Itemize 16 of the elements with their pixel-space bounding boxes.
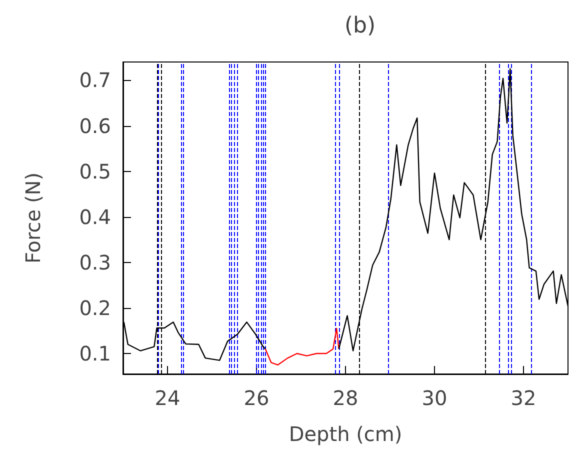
- y-tick-label: 0.3: [79, 250, 111, 274]
- y-tick-label: 0.7: [79, 68, 111, 92]
- y-tick-label: 0.2: [79, 296, 111, 320]
- chart-title: (b): [344, 14, 376, 38]
- y-axis-title: Force (N): [21, 172, 45, 264]
- y-tick-label: 0.4: [79, 204, 111, 229]
- x-tick-label: 32: [510, 386, 536, 410]
- x-tick-label: 28: [332, 386, 358, 410]
- line-series: [264, 328, 340, 366]
- x-tick-label: 26: [244, 386, 270, 410]
- x-axis-title: Depth (cm): [288, 422, 402, 446]
- y-tick-label: 0.6: [79, 114, 111, 138]
- x-tick-label: 24: [154, 386, 180, 410]
- y-tick-label: 0.5: [79, 159, 111, 184]
- y-tick-label: 0.1: [79, 342, 111, 366]
- x-tick-label: 30: [422, 386, 448, 410]
